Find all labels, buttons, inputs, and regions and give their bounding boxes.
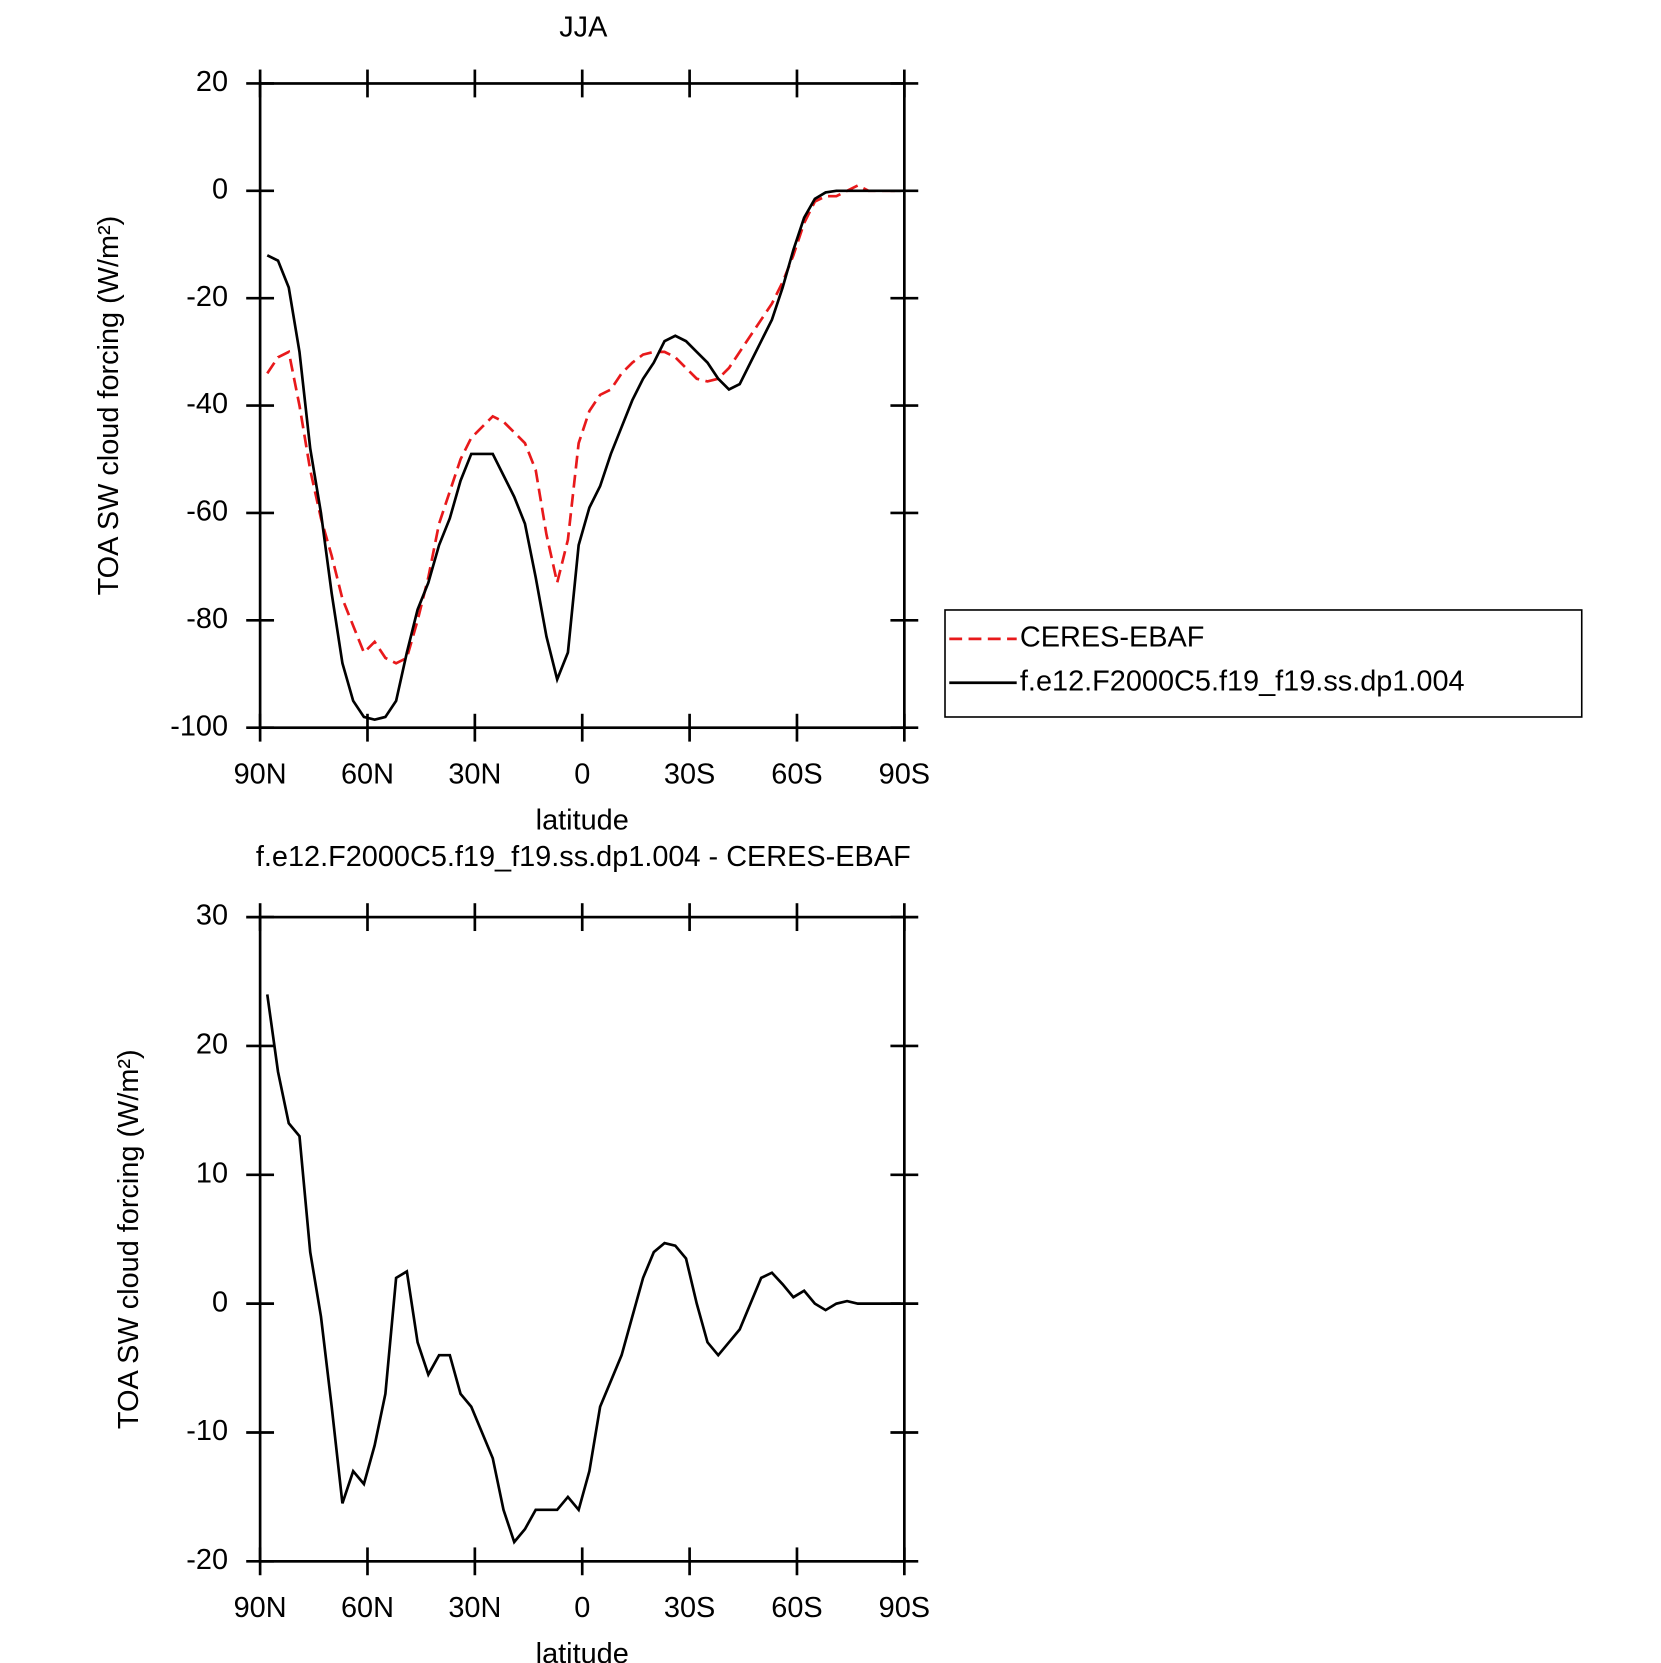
y-tick-label: -20 xyxy=(186,1544,228,1576)
x-tick-label: 60N xyxy=(341,1592,394,1624)
legend-label: f.e12.F2000C5.f19_f19.ss.dp1.004 xyxy=(1020,665,1465,697)
x-tick-label: 0 xyxy=(574,1592,590,1624)
y-tick-label: -60 xyxy=(186,496,228,528)
y-tick-label: 0 xyxy=(212,1286,228,1318)
legend-label: CERES-EBAF xyxy=(1020,621,1205,653)
y-tick-label: 20 xyxy=(196,1029,228,1061)
legend-box xyxy=(944,609,1583,718)
x-tick-label: 90N xyxy=(234,758,287,790)
y-tick-label: -40 xyxy=(186,388,228,420)
x-tick-label: 0 xyxy=(574,758,590,790)
x-tick-label: 60S xyxy=(771,1592,822,1624)
x-tick-label: 30S xyxy=(664,758,715,790)
x-tick-label: 90N xyxy=(234,1592,287,1624)
y-tick-label: -20 xyxy=(186,281,228,313)
y-axis-label: TOA SW cloud forcing (W/m²) xyxy=(93,216,125,596)
y-tick-label: -100 xyxy=(170,710,228,742)
x-axis-label: latitude xyxy=(536,804,629,836)
data-line xyxy=(266,183,901,665)
chart-title: f.e12.F2000C5.f19_f19.ss.dp1.004 - CERES… xyxy=(256,841,911,873)
y-axis-label: TOA SW cloud forcing (W/m²) xyxy=(113,1049,145,1429)
x-tick-label: 30S xyxy=(664,1592,715,1624)
x-tick-label: 30N xyxy=(448,758,501,790)
x-tick-label: 60S xyxy=(771,758,822,790)
x-tick-label: 90S xyxy=(879,1592,930,1624)
y-tick-label: -80 xyxy=(186,603,228,635)
plot-frame xyxy=(258,915,906,1563)
data-line xyxy=(265,994,901,1545)
y-tick-label: -10 xyxy=(186,1415,228,1447)
x-axis-label: latitude xyxy=(536,1638,629,1663)
x-tick-label: 90S xyxy=(879,758,930,790)
data-line xyxy=(266,189,901,722)
y-tick-label: 0 xyxy=(212,173,228,205)
y-tick-label: 10 xyxy=(196,1157,228,1189)
y-tick-label: 30 xyxy=(196,900,228,932)
x-tick-label: 30N xyxy=(448,1592,501,1624)
x-tick-label: 60N xyxy=(341,758,394,790)
y-tick-label: 20 xyxy=(196,66,228,98)
chart-title: JJA xyxy=(559,12,608,44)
